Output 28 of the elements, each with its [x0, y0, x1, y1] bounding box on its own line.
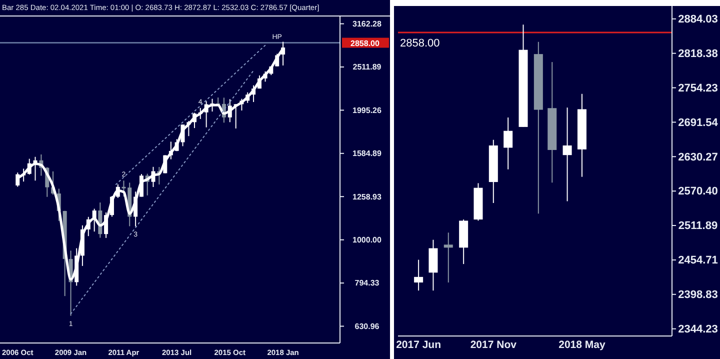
candlestick [562, 107, 572, 202]
y-tick-label: 2398.83 [678, 289, 718, 302]
y-tick-label: 2818.38 [678, 48, 718, 60]
ref-line-label: 2858.00 [400, 37, 440, 50]
x-tick-label: 2017 Jun [396, 339, 442, 351]
y-tick-label: 2570.40 [678, 186, 718, 198]
ref-line-label: 2858.00 [350, 38, 380, 48]
candlestick [414, 259, 424, 292]
y-tick-label: 2511.89 [352, 62, 382, 72]
y-tick-label: 1000.00 [352, 235, 382, 244]
y-tick-label: 1584.89 [352, 149, 382, 158]
y-tick-label: 2344.23 [678, 323, 718, 336]
candlestick [504, 117, 513, 170]
x-tick-label: 2018 May [558, 339, 606, 351]
y-tick-label: 2884.03 [678, 14, 718, 26]
y-tick-label: 2511.89 [678, 220, 718, 232]
y-tick-label: 2630.27 [678, 151, 718, 164]
x-tick-label: 2017 Nov [470, 339, 517, 351]
candlestick [122, 180, 126, 198]
y-tick-label: 2691.54 [678, 116, 719, 129]
y-tick-label: 794.33 [354, 278, 380, 288]
candlestick [444, 232, 453, 283]
y-tick-label: 1258.93 [352, 192, 382, 202]
y-tick-label: 630.96 [354, 322, 380, 331]
y-tick-label: 3162.28 [352, 19, 382, 28]
y-tick-label: 2754.23 [678, 82, 718, 94]
y-tick-label: 2454.71 [678, 254, 718, 267]
y-tick-label: 1995.26 [352, 106, 382, 115]
